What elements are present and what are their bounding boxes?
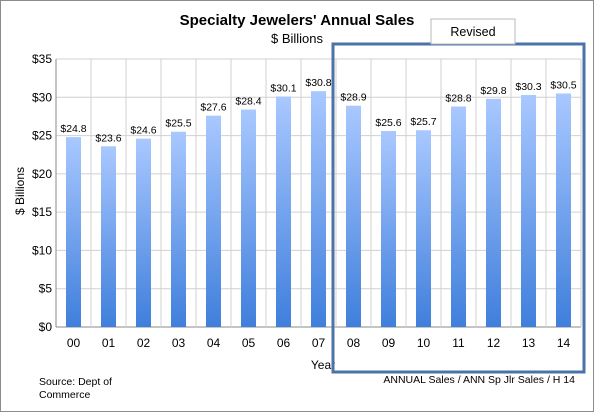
- bar-02: [136, 138, 151, 327]
- bars: [66, 91, 571, 328]
- bar-12: [486, 98, 501, 328]
- bar-10: [416, 130, 431, 327]
- bar-05: [241, 109, 256, 327]
- bar-06: [276, 96, 291, 328]
- gridlines: [55, 58, 582, 328]
- data-label-07: $30.8: [305, 77, 331, 89]
- x-tick-label-04: 04: [207, 336, 221, 350]
- x-tick-label-01: 01: [102, 336, 116, 350]
- x-tick-label-02: 02: [137, 336, 151, 350]
- y-axis-label: $ Billions: [13, 167, 27, 215]
- bar-00: [66, 137, 81, 327]
- y-axis-ticks: $0 $5 $10 $15 $20 $25 $30 $35: [32, 52, 52, 334]
- data-label-03: $25.5: [165, 118, 191, 130]
- y-tick-label: $25: [32, 129, 52, 143]
- source-line-2: Commerce: [39, 389, 91, 401]
- revised-highlight: Revised: [331, 18, 586, 374]
- data-label-11: $28.8: [445, 92, 471, 104]
- data-label-00: $24.8: [60, 123, 86, 135]
- x-tick-label-11: 11: [452, 336, 465, 350]
- x-tick-label-05: 05: [242, 336, 256, 350]
- bar-01: [101, 146, 116, 327]
- bar-08: [346, 105, 361, 327]
- y-tick-label: $20: [32, 167, 52, 181]
- data-label-04: $27.6: [200, 102, 226, 114]
- x-tick-label-08: 08: [347, 336, 361, 350]
- bar-04: [206, 115, 221, 327]
- data-label-06: $30.1: [270, 83, 296, 95]
- data-label-01: $23.6: [95, 132, 121, 144]
- data-label-05: $28.4: [235, 96, 261, 108]
- chart-subtitle: $ Billions: [271, 31, 324, 46]
- data-label-09: $25.6: [375, 117, 401, 129]
- x-tick-label-13: 13: [522, 336, 536, 350]
- data-label-12: $29.8: [480, 85, 506, 97]
- data-label-02: $24.6: [130, 125, 156, 137]
- x-tick-label-09: 09: [382, 336, 396, 350]
- y-tick-label: $0: [39, 320, 53, 334]
- x-tick-label-14: 14: [557, 336, 571, 350]
- bar-13: [521, 94, 536, 327]
- revised-label: Revised: [450, 25, 495, 39]
- bar-14: [556, 93, 571, 327]
- x-tick-label-10: 10: [417, 336, 431, 350]
- data-label-14: $30.5: [550, 79, 576, 91]
- x-tick-label-07: 07: [312, 336, 326, 350]
- y-tick-label: $5: [39, 282, 53, 296]
- x-axis-ticks: 00 01 02 03 04 05 06 07 08 09 10 11 12 13 14: [67, 336, 571, 350]
- data-label-10: $25.7: [410, 116, 436, 128]
- chart-title: Specialty Jewelers' Annual Sales: [180, 12, 415, 29]
- file-code: ANNUAL Sales / ANN Sp Jlr Sales / H 14: [383, 374, 575, 386]
- data-label-08: $28.9: [340, 92, 366, 104]
- x-tick-label-00: 00: [67, 336, 81, 350]
- y-tick-label: $10: [32, 243, 52, 257]
- x-tick-label-03: 03: [172, 336, 186, 350]
- x-tick-label-06: 06: [277, 336, 291, 350]
- revised-label-box: [430, 18, 516, 45]
- x-tick-label-12: 12: [487, 336, 501, 350]
- x-axis-label: Year: [311, 358, 335, 372]
- data-label-13: $30.3: [515, 81, 541, 93]
- bar-07: [311, 91, 326, 327]
- bar-09: [381, 130, 396, 327]
- bar-11: [451, 106, 466, 327]
- source-line-1: Source: Dept of: [39, 376, 112, 388]
- y-tick-label: $30: [32, 90, 52, 104]
- y-tick-label: $15: [32, 205, 52, 219]
- data-labels: $24.8 $23.6 $24.6 $25.5 $27.6 $28.4 $30.1 $30.8…: [60, 77, 576, 144]
- y-tick-label: $35: [32, 52, 52, 66]
- bar-03: [171, 131, 186, 327]
